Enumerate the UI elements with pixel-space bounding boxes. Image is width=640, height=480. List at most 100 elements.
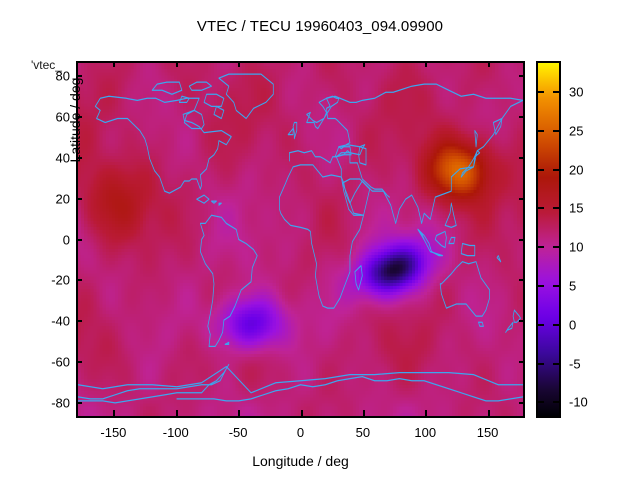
coastline-segment bbox=[78, 363, 230, 404]
coastline-segment bbox=[417, 228, 425, 241]
coastline-segment bbox=[478, 321, 484, 327]
colorbar-tick-label: -10 bbox=[569, 394, 588, 410]
y-tick-mark bbox=[519, 156, 525, 159]
x-tick-label: -50 bbox=[228, 425, 248, 440]
y-tick-mark bbox=[76, 238, 82, 241]
coastline-segment bbox=[434, 230, 447, 249]
page-title: VTEC / TECU 19960403_094.09900 bbox=[196, 18, 444, 35]
x-tick-mark bbox=[238, 410, 241, 416]
coastline-segment bbox=[512, 309, 521, 323]
colorbar-gradient bbox=[538, 63, 559, 416]
coastline-segment bbox=[279, 164, 364, 309]
coastline-segment bbox=[342, 178, 371, 216]
x-tick-mark bbox=[238, 61, 241, 67]
x-tick-label: -150 bbox=[100, 425, 127, 440]
coastline-segment bbox=[448, 236, 456, 245]
coastline-segment bbox=[358, 146, 367, 166]
x-tick-mark bbox=[175, 410, 178, 416]
y-tick-label: 20 bbox=[55, 191, 70, 207]
y-tick-label: 40 bbox=[55, 150, 70, 166]
y-tick-mark bbox=[519, 360, 525, 363]
x-tick-mark bbox=[362, 61, 365, 67]
coastline-segment bbox=[334, 146, 352, 158]
y-tick-label: 60 bbox=[55, 109, 70, 125]
x-tick-label: -100 bbox=[162, 425, 189, 440]
coastline-segment bbox=[218, 202, 222, 206]
colorbar-tick-label: 20 bbox=[569, 162, 584, 178]
coastline-segment bbox=[505, 321, 514, 333]
stray-key-label: 'vtec_ bbox=[31, 58, 62, 72]
coastline-segment bbox=[444, 202, 457, 229]
world-coastlines-overlay bbox=[78, 73, 523, 404]
y-tick-mark bbox=[76, 279, 82, 282]
coastline-segment bbox=[218, 73, 274, 120]
y-tick-label: 80 bbox=[55, 68, 70, 84]
x-tick-mark bbox=[175, 61, 178, 67]
coastline-segment bbox=[183, 109, 205, 130]
coastline-segment bbox=[188, 81, 212, 91]
y-tick-mark bbox=[519, 320, 525, 323]
coastline-segment bbox=[496, 255, 502, 263]
x-tick-mark bbox=[425, 410, 428, 416]
x-tick-mark bbox=[300, 61, 303, 67]
coastline-segment bbox=[151, 81, 183, 95]
y-tick-mark bbox=[519, 116, 525, 119]
colorbar-tick-label: 25 bbox=[569, 123, 584, 139]
coastline-segment bbox=[203, 93, 225, 107]
y-tick-label: 0 bbox=[62, 232, 70, 247]
coastline-segment bbox=[292, 121, 298, 140]
coastline-segment bbox=[287, 127, 294, 136]
x-tick-mark bbox=[362, 410, 365, 416]
x-tick-mark bbox=[113, 410, 116, 416]
coastline-segment bbox=[224, 341, 230, 346]
coastline-segment bbox=[288, 83, 523, 164]
coastline-segment bbox=[460, 242, 476, 257]
vtec-heatmap bbox=[78, 63, 523, 416]
coastline-segment bbox=[78, 365, 523, 394]
coastline-segment bbox=[492, 117, 503, 136]
y-tick-mark bbox=[76, 320, 82, 323]
coastline-segment bbox=[474, 129, 478, 148]
coastline-segment bbox=[199, 214, 258, 348]
y-tick-mark bbox=[76, 360, 82, 363]
coastline-segment bbox=[178, 95, 190, 103]
coastline-paths bbox=[78, 73, 523, 404]
x-axis-label: Longitude / deg bbox=[252, 453, 349, 469]
y-tick-mark bbox=[76, 75, 82, 78]
y-axis-label: Latitude / deg bbox=[67, 77, 83, 163]
colorbar[interactable] bbox=[536, 61, 561, 418]
coastline-segment bbox=[335, 99, 523, 224]
x-tick-label: 150 bbox=[476, 425, 499, 440]
coastline-segment bbox=[94, 95, 232, 194]
colorbar-tick-label: 10 bbox=[569, 239, 584, 255]
coastline-segment bbox=[196, 194, 210, 204]
x-tick-label: 0 bbox=[296, 425, 305, 440]
x-tick-label: 50 bbox=[355, 425, 371, 440]
y-tick-label: -20 bbox=[51, 272, 70, 288]
y-tick-label: -80 bbox=[51, 395, 70, 411]
coastline-segment bbox=[439, 261, 491, 317]
coastline-segment bbox=[211, 200, 217, 204]
x-tick-mark bbox=[425, 61, 428, 67]
colorbar-tick-label: 30 bbox=[569, 84, 584, 100]
colorbar-tick-label: 5 bbox=[569, 278, 577, 294]
x-tick-mark bbox=[487, 61, 490, 67]
y-tick-mark bbox=[76, 401, 82, 404]
y-tick-mark bbox=[519, 238, 525, 241]
colorbar-tick-label: 0 bbox=[569, 317, 577, 333]
y-tick-mark bbox=[76, 116, 82, 119]
coastline-segment bbox=[417, 228, 444, 257]
y-tick-label: -40 bbox=[51, 313, 70, 329]
y-tick-mark bbox=[519, 197, 525, 200]
x-tick-mark bbox=[487, 410, 490, 416]
coastline-segment bbox=[213, 105, 225, 120]
y-tick-mark bbox=[519, 75, 525, 78]
colorbar-tick-label: 15 bbox=[569, 200, 584, 216]
colorbar-tick-label: -5 bbox=[569, 356, 581, 372]
coastline-segment bbox=[306, 95, 340, 130]
y-axis-ticks: 80 60 40 20 0 -20 -40 -60 -80 bbox=[20, 0, 70, 480]
heatmap-plot-area[interactable] bbox=[76, 61, 525, 418]
y-tick-mark bbox=[519, 279, 525, 282]
y-tick-mark bbox=[519, 401, 525, 404]
